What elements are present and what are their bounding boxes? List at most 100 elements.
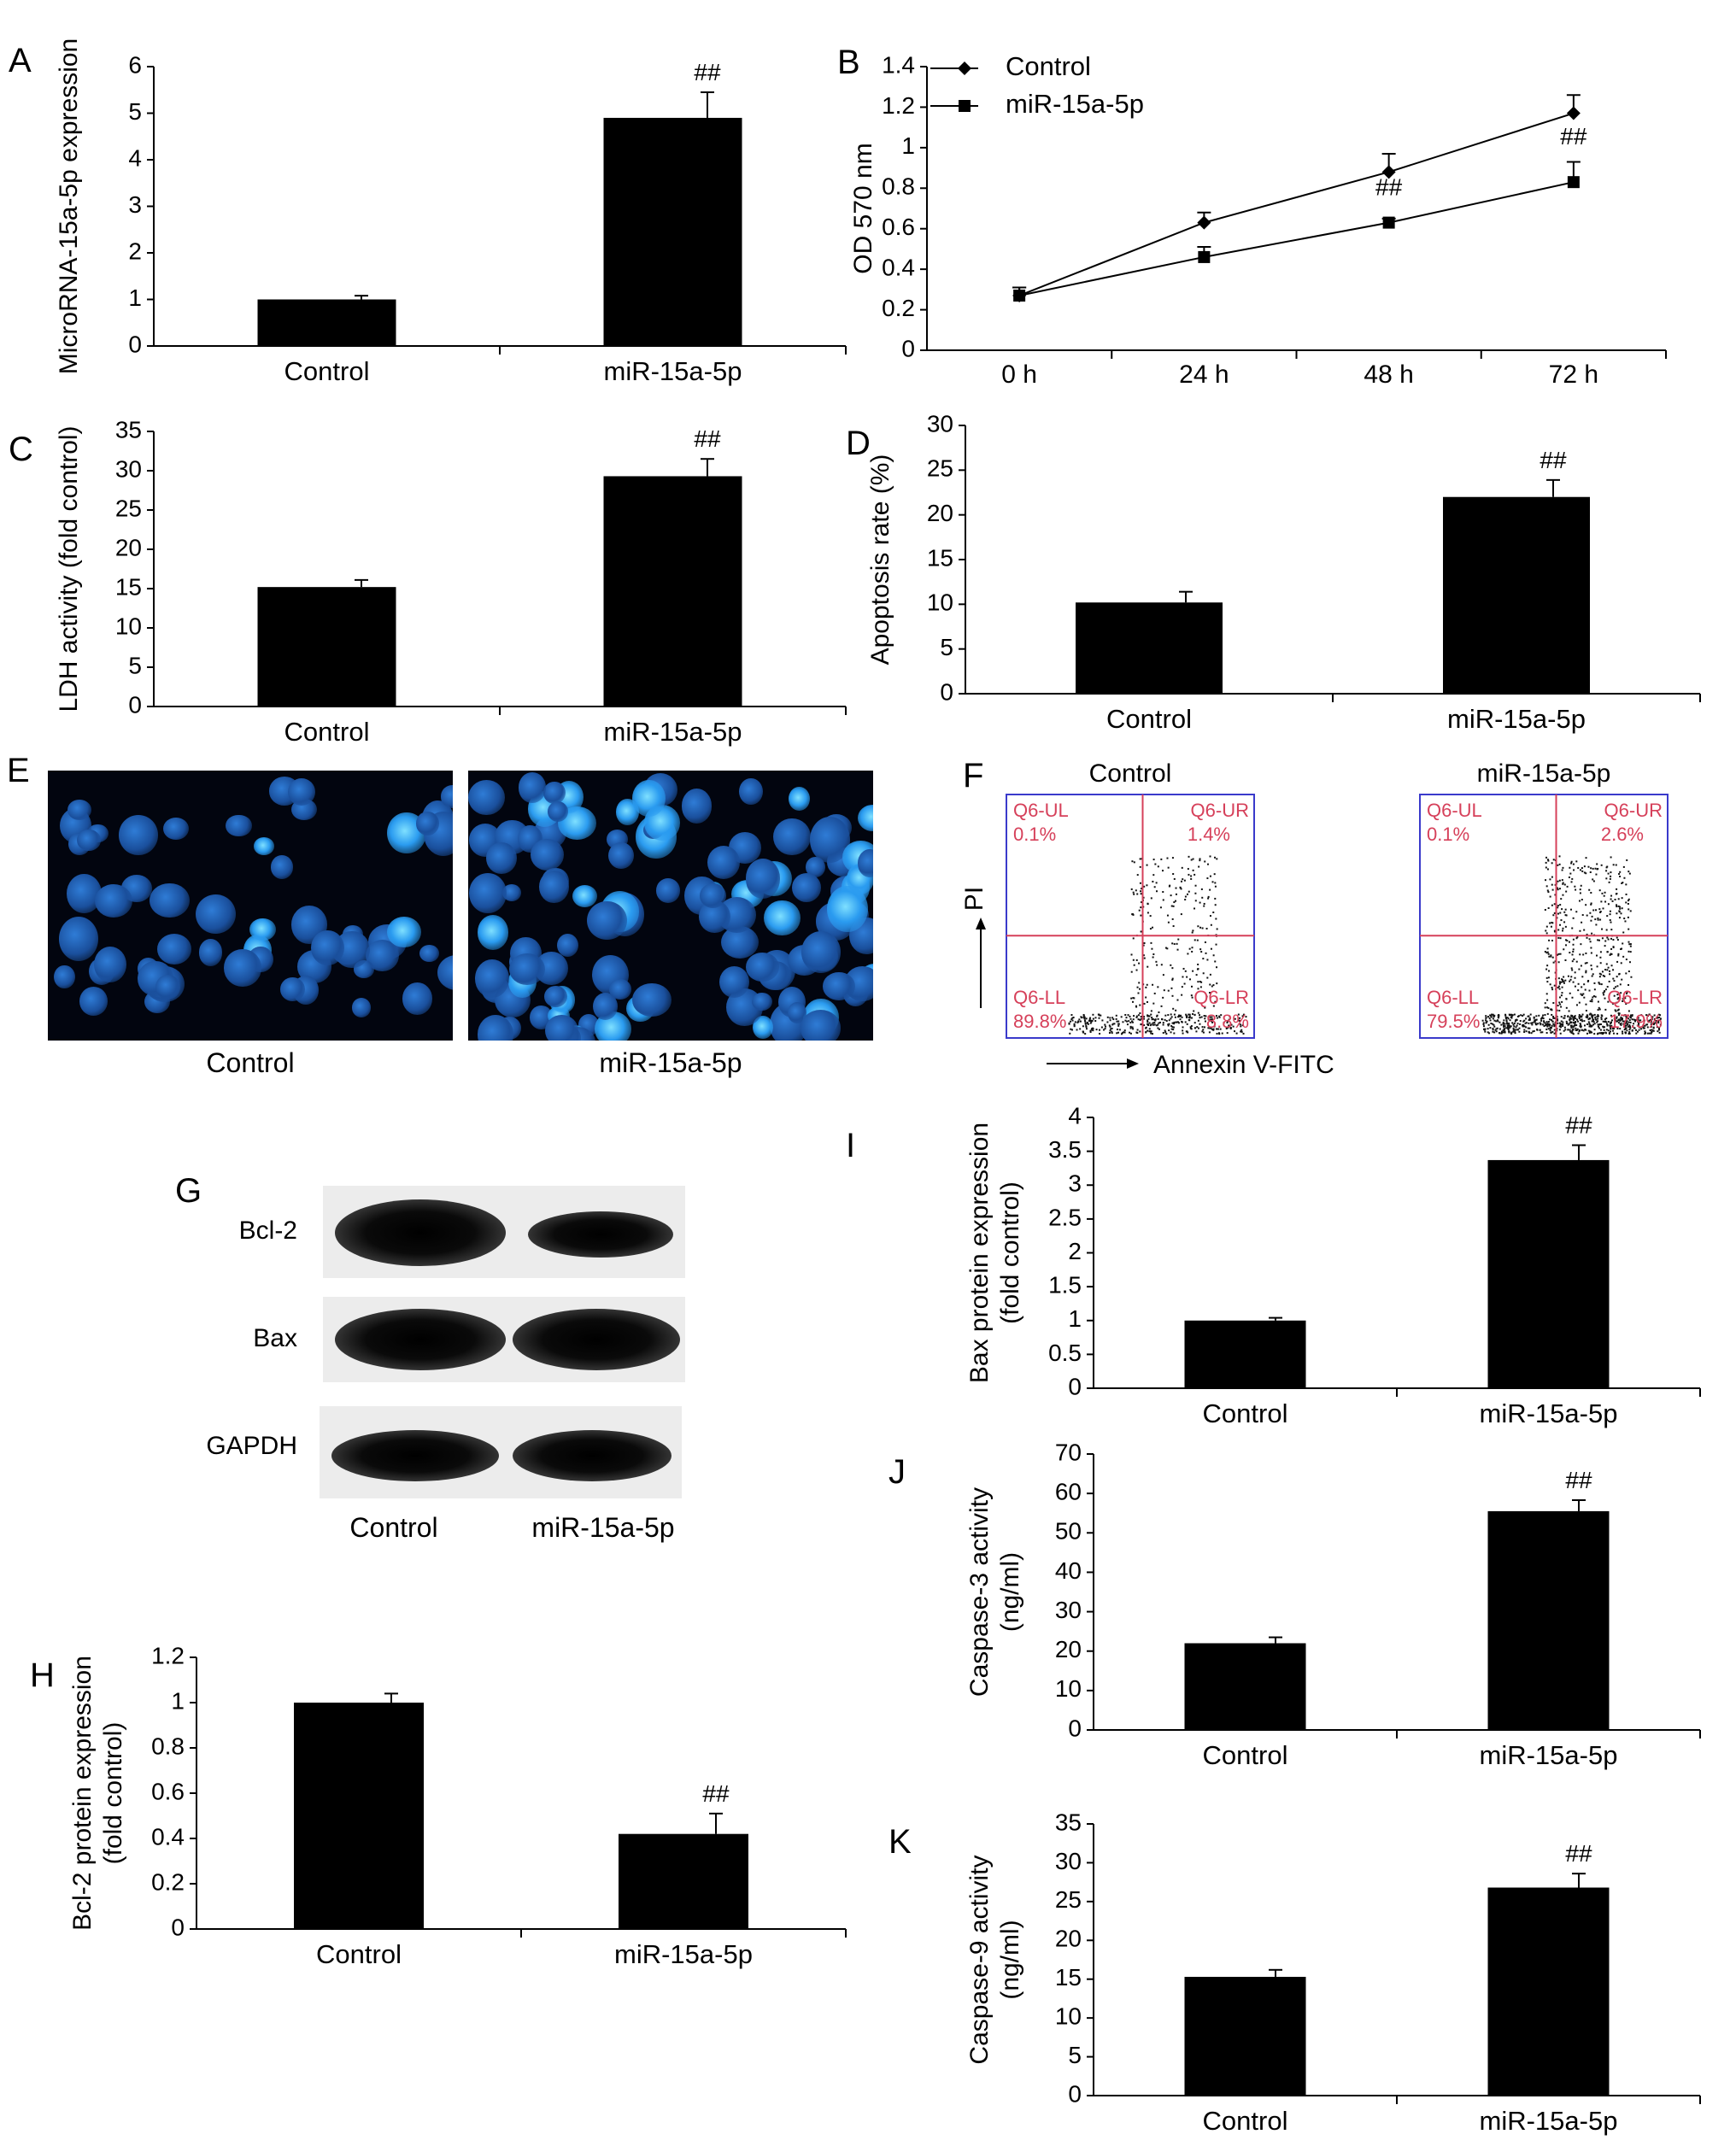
flow-event bbox=[1120, 1016, 1123, 1018]
band-bcl2-mir15a5p bbox=[528, 1211, 673, 1258]
flow-event bbox=[1614, 1009, 1616, 1011]
bar-K-0 bbox=[1184, 1976, 1306, 2096]
panel-letter-I: I bbox=[846, 1127, 855, 1164]
flow-event bbox=[1622, 931, 1625, 934]
flow-event bbox=[1070, 1014, 1073, 1017]
flow-event bbox=[1610, 856, 1612, 859]
flow-event bbox=[1558, 988, 1561, 990]
flow-event bbox=[1600, 864, 1603, 866]
flow-event bbox=[1200, 888, 1203, 890]
stained-nucleus bbox=[681, 789, 713, 824]
flow-event bbox=[1647, 1021, 1650, 1023]
flow-event bbox=[1235, 1032, 1238, 1035]
flow-event bbox=[1621, 1018, 1623, 1021]
stained-nucleus bbox=[419, 944, 439, 962]
flow-event bbox=[1564, 959, 1567, 962]
flow-event bbox=[1150, 1010, 1152, 1012]
flow-event bbox=[1553, 1032, 1556, 1035]
flow-event bbox=[1558, 879, 1561, 882]
flow-event bbox=[1070, 1018, 1073, 1021]
flow-event bbox=[1152, 1022, 1154, 1024]
stained-nucleus bbox=[791, 872, 821, 902]
x-tick-label-C: miR-15a-5p bbox=[604, 717, 742, 747]
flow-event bbox=[1091, 1019, 1094, 1022]
flow-event bbox=[1568, 1010, 1570, 1012]
flow-event bbox=[1571, 996, 1574, 999]
flow-event bbox=[1588, 1031, 1591, 1034]
flow-event bbox=[1637, 1021, 1639, 1023]
flow-event bbox=[1643, 1019, 1645, 1022]
y-tick-label-D: 10 bbox=[927, 589, 953, 616]
flow-event bbox=[1214, 885, 1217, 888]
flow-event bbox=[1587, 1018, 1590, 1021]
flow-event bbox=[1551, 921, 1553, 923]
flow-event bbox=[1568, 941, 1570, 943]
flow-event bbox=[1085, 1026, 1088, 1029]
flow-event bbox=[1083, 1019, 1086, 1022]
flow-event bbox=[1173, 1023, 1176, 1025]
flow-event bbox=[1136, 893, 1139, 895]
flow-event bbox=[1245, 1016, 1247, 1018]
flow-event bbox=[1621, 1017, 1623, 1020]
flow-event bbox=[1199, 858, 1201, 860]
flow-event bbox=[1176, 942, 1178, 945]
flow-event bbox=[1237, 1019, 1240, 1022]
flow-event bbox=[1545, 866, 1547, 869]
flow-event bbox=[1578, 900, 1581, 902]
flow-event bbox=[1135, 969, 1138, 971]
flow-event bbox=[1612, 946, 1615, 948]
legend-marker-B bbox=[959, 100, 971, 112]
flow-event bbox=[1509, 1019, 1511, 1022]
quadrant-label-lr: Q6-LR bbox=[1607, 987, 1663, 1008]
flow-event bbox=[1167, 1023, 1170, 1026]
flow-event bbox=[1489, 1027, 1492, 1029]
flow-event bbox=[1610, 965, 1613, 967]
flow-event bbox=[1565, 939, 1568, 941]
flow-event bbox=[1192, 1012, 1194, 1015]
flow-event bbox=[1514, 1020, 1516, 1023]
flow-event bbox=[1507, 1027, 1510, 1029]
flow-event bbox=[1188, 947, 1191, 950]
flow-event bbox=[1551, 1030, 1554, 1033]
flow-event bbox=[1606, 865, 1609, 868]
flow-event bbox=[1165, 1020, 1168, 1023]
flow-event bbox=[1635, 1029, 1638, 1031]
flow-event bbox=[1546, 999, 1549, 1001]
flow-event bbox=[1580, 1019, 1582, 1022]
flow-event bbox=[1581, 986, 1583, 988]
flow-event bbox=[1166, 914, 1169, 917]
flow-event bbox=[1182, 967, 1185, 970]
flow-event bbox=[1656, 1017, 1658, 1019]
flow-event bbox=[1578, 968, 1581, 970]
flow-event bbox=[1547, 859, 1550, 862]
flow-event bbox=[1128, 1020, 1130, 1023]
y-tick-label-H: 0.6 bbox=[151, 1778, 185, 1804]
flow-event bbox=[1599, 1029, 1602, 1031]
flow-event bbox=[1525, 1026, 1528, 1029]
flow-event bbox=[1586, 1032, 1588, 1035]
flow-event bbox=[1567, 1029, 1569, 1031]
flow-event bbox=[1598, 1032, 1601, 1035]
flow-event bbox=[1611, 1027, 1614, 1029]
flow-event bbox=[1588, 1023, 1591, 1025]
flow-event bbox=[1172, 905, 1175, 907]
flow-event bbox=[1599, 1023, 1602, 1025]
flow-event bbox=[1092, 1029, 1094, 1032]
stained-nucleus bbox=[163, 818, 190, 841]
flow-event bbox=[1618, 917, 1621, 919]
flow-event bbox=[1510, 1013, 1513, 1016]
flow-event bbox=[1194, 884, 1197, 887]
flow-event bbox=[1563, 976, 1565, 978]
flow-event bbox=[1199, 1017, 1201, 1019]
flow-event bbox=[1508, 1022, 1510, 1024]
flow-event bbox=[1603, 1029, 1605, 1031]
flow-event bbox=[1503, 1019, 1505, 1022]
flow-event bbox=[1626, 991, 1628, 994]
stained-nucleus bbox=[437, 954, 453, 991]
flow-event bbox=[1084, 1023, 1087, 1025]
flow-event bbox=[1070, 1029, 1073, 1031]
x-tick-label-D: miR-15a-5p bbox=[1447, 704, 1586, 734]
flow-event bbox=[1616, 1016, 1618, 1018]
flow-event bbox=[1512, 1029, 1515, 1031]
flow-event bbox=[1649, 1029, 1651, 1031]
